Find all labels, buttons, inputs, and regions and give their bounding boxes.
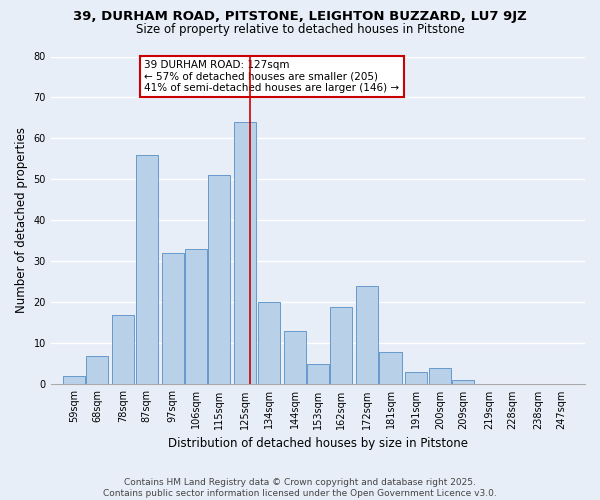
- X-axis label: Distribution of detached houses by size in Pitstone: Distribution of detached houses by size …: [168, 437, 468, 450]
- Text: Size of property relative to detached houses in Pitstone: Size of property relative to detached ho…: [136, 22, 464, 36]
- Bar: [406, 372, 427, 384]
- Bar: [257, 302, 280, 384]
- Y-axis label: Number of detached properties: Number of detached properties: [15, 128, 28, 314]
- Bar: [112, 314, 134, 384]
- Text: Contains HM Land Registry data © Crown copyright and database right 2025.
Contai: Contains HM Land Registry data © Crown c…: [103, 478, 497, 498]
- Bar: [356, 286, 378, 384]
- Bar: [185, 249, 207, 384]
- Bar: [136, 155, 158, 384]
- Bar: [307, 364, 329, 384]
- Bar: [379, 352, 401, 384]
- Bar: [452, 380, 474, 384]
- Bar: [208, 176, 230, 384]
- Bar: [63, 376, 85, 384]
- Bar: [234, 122, 256, 384]
- Bar: [284, 331, 305, 384]
- Text: 39 DURHAM ROAD: 127sqm
← 57% of detached houses are smaller (205)
41% of semi-de: 39 DURHAM ROAD: 127sqm ← 57% of detached…: [144, 60, 400, 93]
- Bar: [161, 254, 184, 384]
- Text: 39, DURHAM ROAD, PITSTONE, LEIGHTON BUZZARD, LU7 9JZ: 39, DURHAM ROAD, PITSTONE, LEIGHTON BUZZ…: [73, 10, 527, 23]
- Bar: [330, 306, 352, 384]
- Bar: [429, 368, 451, 384]
- Bar: [86, 356, 109, 384]
